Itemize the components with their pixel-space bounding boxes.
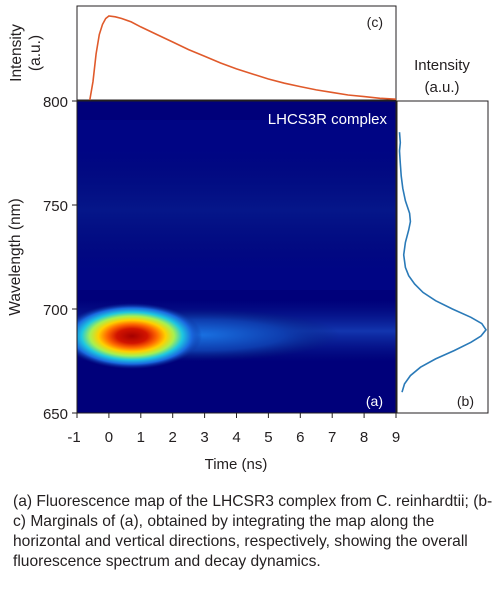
- panel-a-label: (a): [366, 393, 383, 409]
- x-tick-label: 8: [360, 429, 368, 446]
- x-axis-ticks: -1 0 1 2 3 4 5 6 7 8 9: [67, 413, 400, 446]
- heatmap-panel: LHCS3R complex (a) -1 0 1 2 3 4 5 6 7 8 9 650 700 75…: [7, 94, 400, 473]
- spectrum-xlabel-line2: (a.u.): [424, 79, 459, 96]
- x-axis-label: Time (ns): [205, 456, 268, 473]
- heatmap-title: LHCS3R complex: [268, 111, 388, 128]
- x-tick-label: 2: [169, 429, 177, 446]
- panel-c-label: (c): [367, 14, 383, 30]
- figure-caption: (a) Fluorescence map of the LHCSR3 compl…: [13, 493, 493, 570]
- spectrum-panel: (b) Intensity (a.u.): [396, 57, 489, 414]
- spectrum-xlabel-line1: Intensity: [414, 57, 470, 74]
- y-axis-label: Wavelength (nm): [7, 198, 24, 315]
- x-tick-label: 6: [296, 429, 304, 446]
- heatmap-image: [77, 101, 396, 413]
- x-tick-label: 9: [392, 429, 400, 446]
- decay-curve: [89, 15, 397, 101]
- x-tick-label: 5: [264, 429, 272, 446]
- x-tick-label: 4: [232, 429, 240, 446]
- spectrum-curve: [398, 132, 487, 393]
- y-tick-label: 650: [43, 406, 68, 423]
- y-axis-ticks: 650 700 750 800: [43, 94, 77, 423]
- y-tick-label: 800: [43, 94, 68, 111]
- x-tick-label: 3: [200, 429, 208, 446]
- decay-ylabel-line1: Intensity: [8, 24, 25, 82]
- heatmap-secondary-band: [77, 150, 396, 270]
- x-tick-label: 0: [105, 429, 113, 446]
- y-tick-label: 750: [43, 198, 68, 215]
- heatmap-hotspot: [77, 303, 202, 369]
- y-tick-label: 700: [43, 302, 68, 319]
- decay-frame: [76, 5, 397, 101]
- x-tick-label: 7: [328, 429, 336, 446]
- decay-ylabel-line2: (a.u.): [27, 35, 44, 71]
- spectrum-frame: [396, 100, 489, 414]
- x-tick-label: 1: [137, 429, 145, 446]
- panel-b-label: (b): [457, 393, 474, 409]
- decay-panel: (c) Intensity (a.u.): [8, 5, 397, 101]
- x-tick-label: -1: [67, 429, 80, 446]
